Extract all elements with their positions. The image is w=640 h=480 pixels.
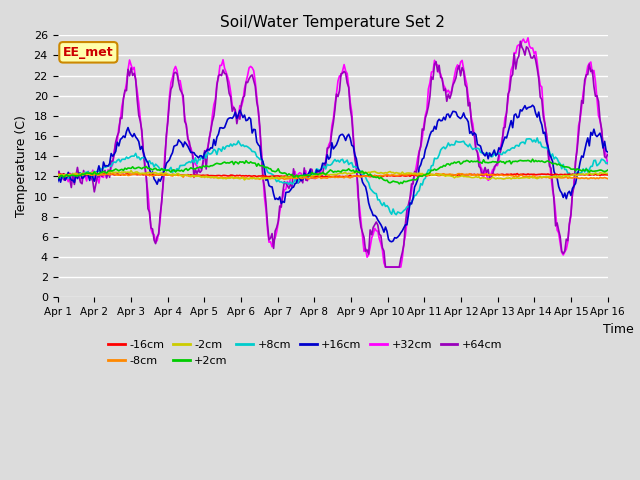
+32cm [236,103,244,108]
+8cm [54,175,61,181]
Line: +2cm: +2cm [58,159,608,184]
Legend: -16cm, -8cm, -2cm, +2cm, +8cm, +16cm, +32cm, +64cm: -16cm, -8cm, -2cm, +2cm, +8cm, +16cm, +3… [104,336,507,370]
-16cm [121,172,129,178]
-8cm [576,176,584,181]
X-axis label: Time: Time [604,324,634,336]
+64cm [121,87,129,93]
+16cm [54,179,61,185]
+32cm [576,117,584,122]
+8cm [533,135,541,141]
+2cm [576,167,584,173]
+64cm [245,76,253,82]
Title: Soil/Water Temperature Set 2: Soil/Water Temperature Set 2 [220,15,445,30]
-2cm [241,177,248,183]
+16cm [245,115,253,120]
+64cm [294,180,302,186]
-2cm [298,174,305,180]
-8cm [123,171,131,177]
+8cm [392,212,400,217]
+2cm [529,156,536,162]
-8cm [247,175,255,181]
+64cm [218,72,225,78]
-16cm [218,173,225,179]
-16cm [513,171,521,177]
-2cm [576,171,584,177]
+8cm [236,141,244,147]
+16cm [604,149,612,155]
+32cm [121,89,129,95]
-16cm [245,173,253,179]
-8cm [604,176,612,181]
+16cm [529,102,536,108]
-2cm [237,175,245,181]
+8cm [245,145,253,151]
-16cm [54,171,61,177]
+32cm [604,161,612,167]
+32cm [524,35,532,41]
+64cm [381,264,389,270]
+32cm [245,65,253,71]
+32cm [218,62,225,68]
Y-axis label: Temperature (C): Temperature (C) [15,115,28,217]
Line: -16cm: -16cm [58,174,608,177]
-2cm [248,176,256,181]
-2cm [219,176,227,181]
-8cm [237,175,245,181]
-8cm [298,175,305,181]
+32cm [381,264,389,270]
+2cm [294,174,302,180]
+8cm [604,160,612,166]
Line: +32cm: +32cm [58,38,608,267]
Line: +16cm: +16cm [58,105,608,242]
+64cm [236,116,244,122]
-16cm [285,174,292,180]
+2cm [236,159,244,165]
+64cm [604,152,612,157]
+32cm [54,168,61,174]
+2cm [218,161,225,167]
-2cm [604,171,612,177]
-2cm [121,169,129,175]
Text: EE_met: EE_met [63,46,114,59]
Line: +8cm: +8cm [58,138,608,215]
+16cm [236,108,244,113]
+64cm [516,38,524,44]
+8cm [121,156,129,162]
-8cm [103,170,111,176]
+2cm [245,160,253,166]
-2cm [54,172,61,178]
-8cm [54,172,61,178]
+32cm [294,171,302,177]
-2cm [127,168,135,174]
+16cm [218,125,225,131]
+2cm [121,165,129,171]
-8cm [280,177,288,182]
-16cm [236,172,244,178]
+64cm [54,170,61,176]
+8cm [218,148,225,154]
-16cm [604,172,612,178]
+8cm [576,170,584,176]
+2cm [396,181,403,187]
+8cm [294,180,302,186]
+16cm [576,159,584,165]
Line: -8cm: -8cm [58,173,608,180]
-16cm [576,172,584,178]
+2cm [604,167,612,173]
+64cm [576,114,584,120]
+16cm [294,173,302,179]
+16cm [388,239,396,245]
+2cm [54,176,61,181]
+16cm [121,134,129,140]
-16cm [296,173,303,179]
-8cm [219,175,227,180]
Line: -2cm: -2cm [58,171,608,180]
Line: +64cm: +64cm [58,41,608,267]
